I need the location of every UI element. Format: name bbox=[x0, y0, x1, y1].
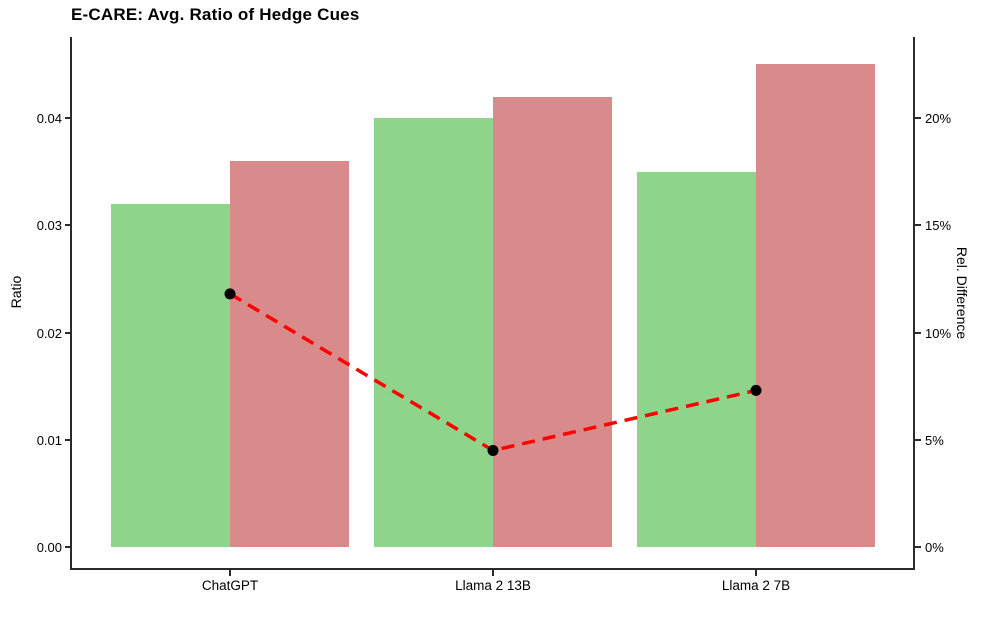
x-tick-2 bbox=[755, 570, 757, 576]
x-tick-label-2: Llama 2 7B bbox=[721, 578, 791, 593]
y-left-tick-0 bbox=[65, 546, 71, 548]
y-right-tick-1 bbox=[915, 438, 921, 441]
x-tick-label-0: ChatGPT bbox=[201, 578, 259, 593]
y-left-tick-2 bbox=[65, 331, 71, 334]
rel-difference-svg bbox=[224, 288, 762, 456]
y-right-tick-label-1: 5% bbox=[925, 432, 944, 448]
y-left-tick-4 bbox=[65, 117, 71, 119]
x-axis-line bbox=[70, 568, 915, 570]
red-bars-1 bbox=[493, 96, 612, 547]
y-left-tick-label-2: 0.02 bbox=[36, 325, 62, 341]
y-right-tick-2 bbox=[915, 331, 921, 334]
chart-title: E-CARE: Avg. Ratio of Hedge Cues bbox=[71, 5, 360, 24]
y-left-tick-3 bbox=[65, 224, 71, 227]
red-bars-2 bbox=[756, 64, 875, 547]
rel-difference-dashed-line bbox=[229, 292, 757, 453]
rel-difference-point-2 bbox=[750, 384, 762, 396]
green-bars-1 bbox=[374, 118, 493, 547]
y-right-tick-label-2: 10% bbox=[925, 325, 952, 341]
green-bars-0 bbox=[111, 203, 230, 547]
y-right-tick-label-0: 0% bbox=[925, 540, 944, 555]
x-tick-label-1: Llama 2 13B bbox=[455, 578, 531, 593]
y-left-tick-label-0: 0.00 bbox=[36, 540, 62, 555]
y-axis-label-right: Rel. Difference bbox=[954, 246, 970, 340]
y-right-tick-label-4: 20% bbox=[925, 111, 952, 126]
y-left-tick-label-4: 0.04 bbox=[36, 111, 62, 126]
y-axis-label-left: Ratio bbox=[8, 275, 24, 309]
y-right-tick-3 bbox=[915, 224, 921, 227]
rel-difference-point-1 bbox=[487, 444, 499, 456]
y-left-tick-1 bbox=[65, 438, 71, 441]
x-tick-0 bbox=[229, 570, 231, 576]
x-tick-1 bbox=[492, 570, 494, 576]
y-axis-line-right bbox=[913, 37, 915, 570]
y-right-tick-label-3: 15% bbox=[925, 218, 952, 234]
y-left-tick-label-1: 0.01 bbox=[36, 432, 62, 448]
rel-difference-point-0 bbox=[224, 288, 236, 300]
y-right-tick-4 bbox=[915, 117, 921, 119]
line-overlay bbox=[72, 38, 915, 569]
y-right-tick-0 bbox=[915, 546, 921, 548]
y-axis-line-left bbox=[70, 37, 72, 570]
green-bars-2 bbox=[637, 171, 756, 547]
y-left-tick-label-3: 0.03 bbox=[36, 218, 62, 234]
